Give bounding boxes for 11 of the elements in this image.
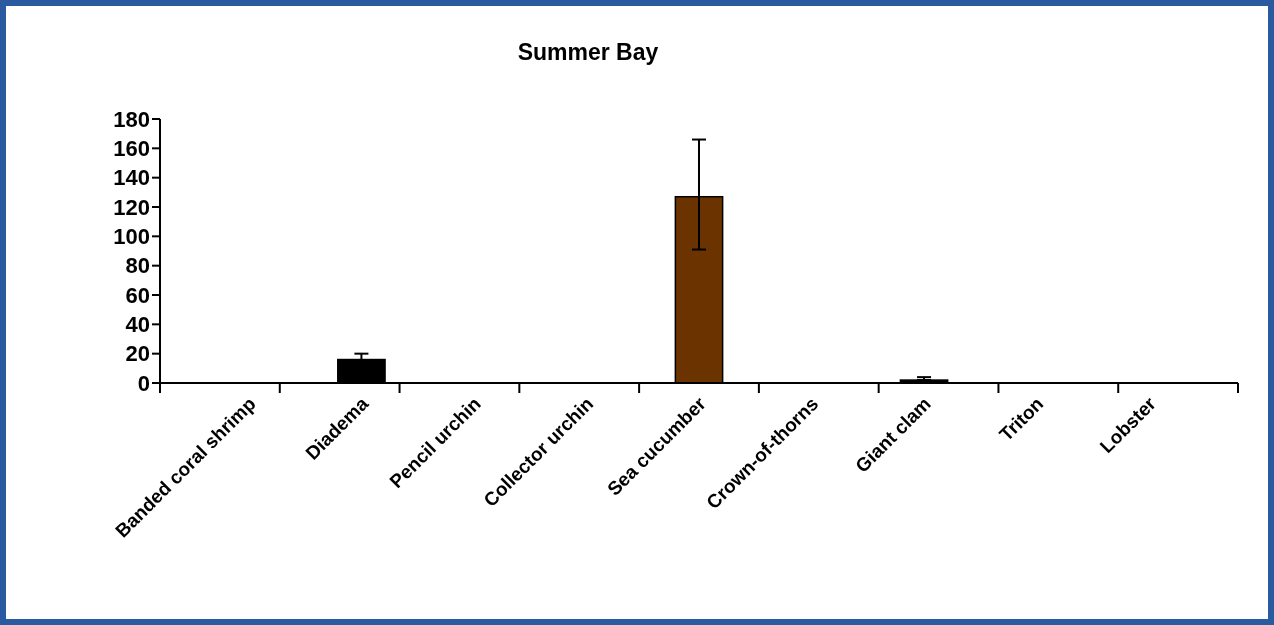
y-tick-label: 100	[113, 224, 150, 250]
y-tick-label: 160	[113, 136, 150, 162]
y-tick-label: 20	[125, 341, 150, 367]
y-tick-label: 80	[125, 253, 150, 279]
y-tick-label: 180	[113, 106, 150, 132]
y-tick-label: 140	[113, 165, 150, 191]
y-tick-label: 60	[125, 282, 150, 308]
y-tick-label: 40	[125, 312, 150, 338]
y-tick-label: 120	[113, 194, 150, 220]
chart-title: Summer Bay	[517, 39, 659, 65]
y-tick-label: 0	[137, 370, 150, 396]
